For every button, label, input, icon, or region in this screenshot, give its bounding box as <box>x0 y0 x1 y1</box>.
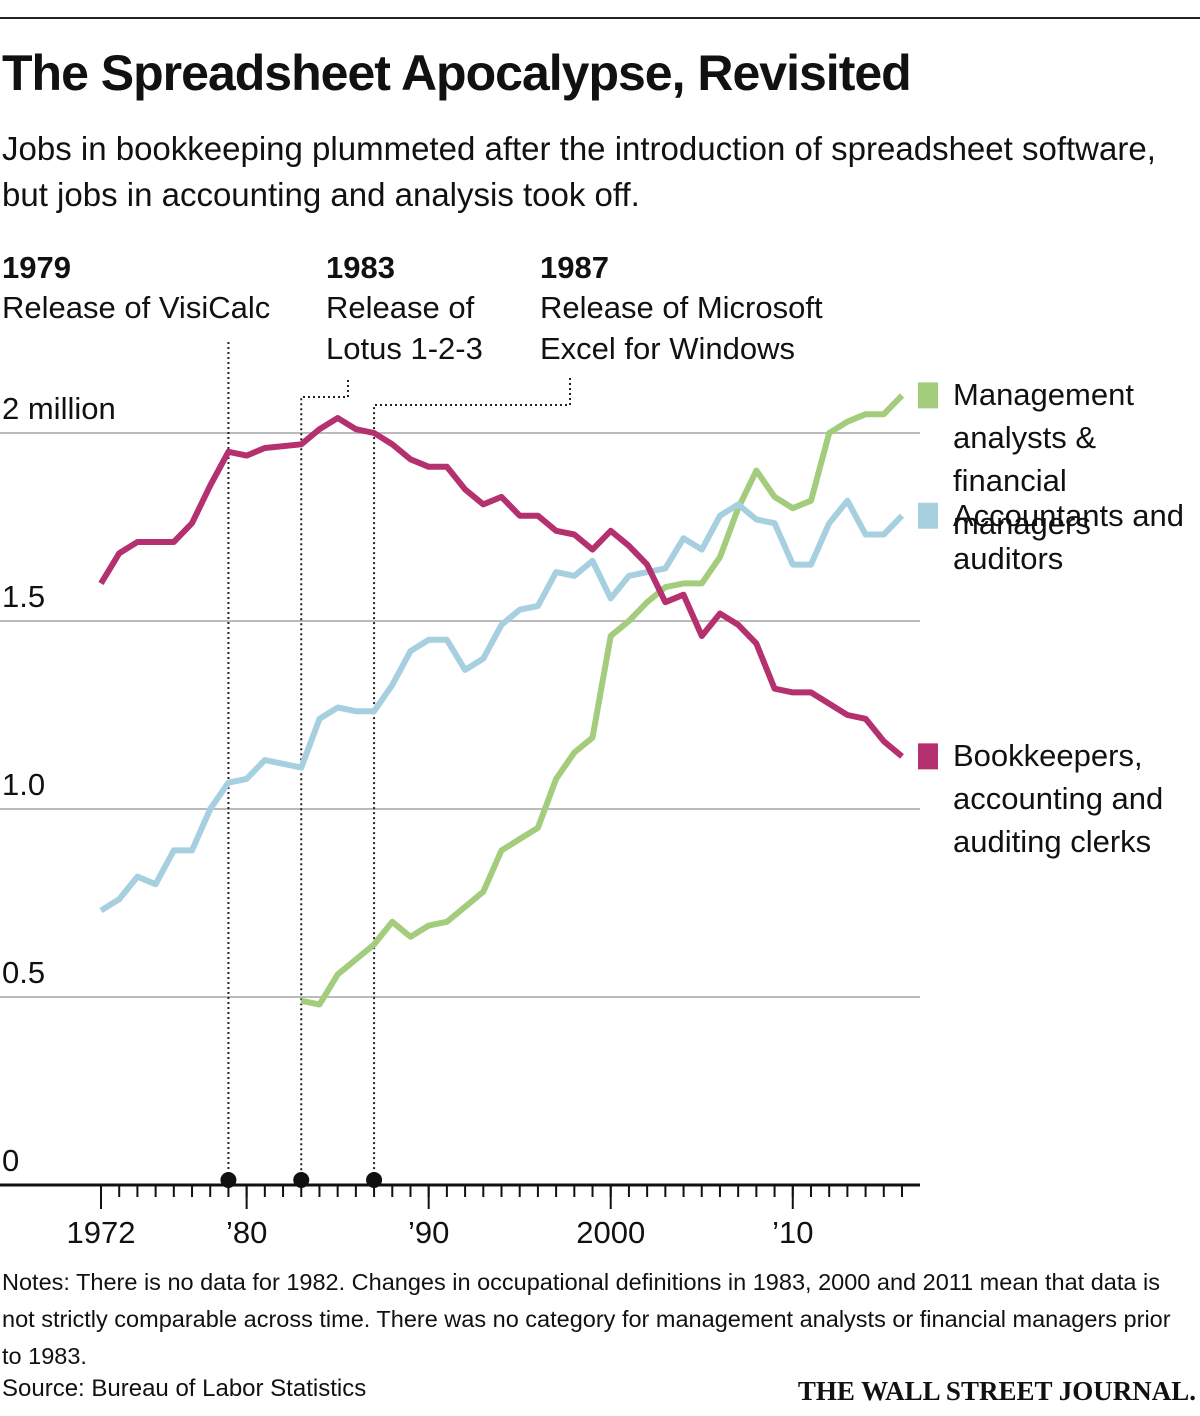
series-line <box>99 497 905 914</box>
x-tick-label: ’10 <box>772 1215 813 1250</box>
annotation-dot <box>220 1172 237 1188</box>
legend-swatch <box>918 382 938 409</box>
series-line <box>300 393 905 1008</box>
annotation-text: Release of Microsoft <box>540 290 823 325</box>
series-line <box>98 415 904 759</box>
legend-swatch <box>918 743 938 770</box>
y-tick-label: 1.0 <box>2 767 45 802</box>
annotation-text: Lotus 1-2-3 <box>326 331 483 366</box>
annotation-text: Release of VisiCalc <box>2 290 271 325</box>
annotation-text: Excel for Windows <box>540 331 795 366</box>
legend-label: Management analysts & financial managers <box>953 377 1134 542</box>
annotation-dot <box>293 1172 310 1188</box>
annotation-connector <box>300 380 349 1179</box>
annotation-year: 1987 <box>540 250 609 285</box>
x-tick-label: 2000 <box>576 1215 645 1250</box>
legend-swatch <box>918 502 938 529</box>
annotation-dot <box>366 1172 383 1188</box>
annotation-year: 1979 <box>2 250 71 285</box>
notes: Notes: There is no data for 1982. Change… <box>2 1269 1171 1369</box>
x-tick-label: 1972 <box>67 1215 136 1250</box>
source: Source: Bureau of Labor Statistics <box>2 1375 367 1402</box>
annotation-text: Release of <box>326 290 475 325</box>
legend-label: Bookkeepers, accounting and auditing cle… <box>953 738 1164 860</box>
annotation-year: 1983 <box>326 250 395 285</box>
x-tick-label: ’80 <box>226 1215 267 1250</box>
y-tick-label: 1.5 <box>2 579 45 614</box>
chart-title: The Spreadsheet Apocalypse, Revisited <box>2 45 912 101</box>
legend-label: Accountants and auditors <box>953 497 1184 576</box>
y-tick-label: 0.5 <box>2 955 45 990</box>
y-tick-label: 2 million <box>2 391 116 426</box>
y-tick-label: 0 <box>2 1143 19 1178</box>
x-tick-label: ’90 <box>408 1215 449 1250</box>
publisher: THE WALL STREET JOURNAL. <box>797 1376 1196 1406</box>
chart-subtitle: Jobs in bookkeeping plummeted after the … <box>2 130 1156 213</box>
